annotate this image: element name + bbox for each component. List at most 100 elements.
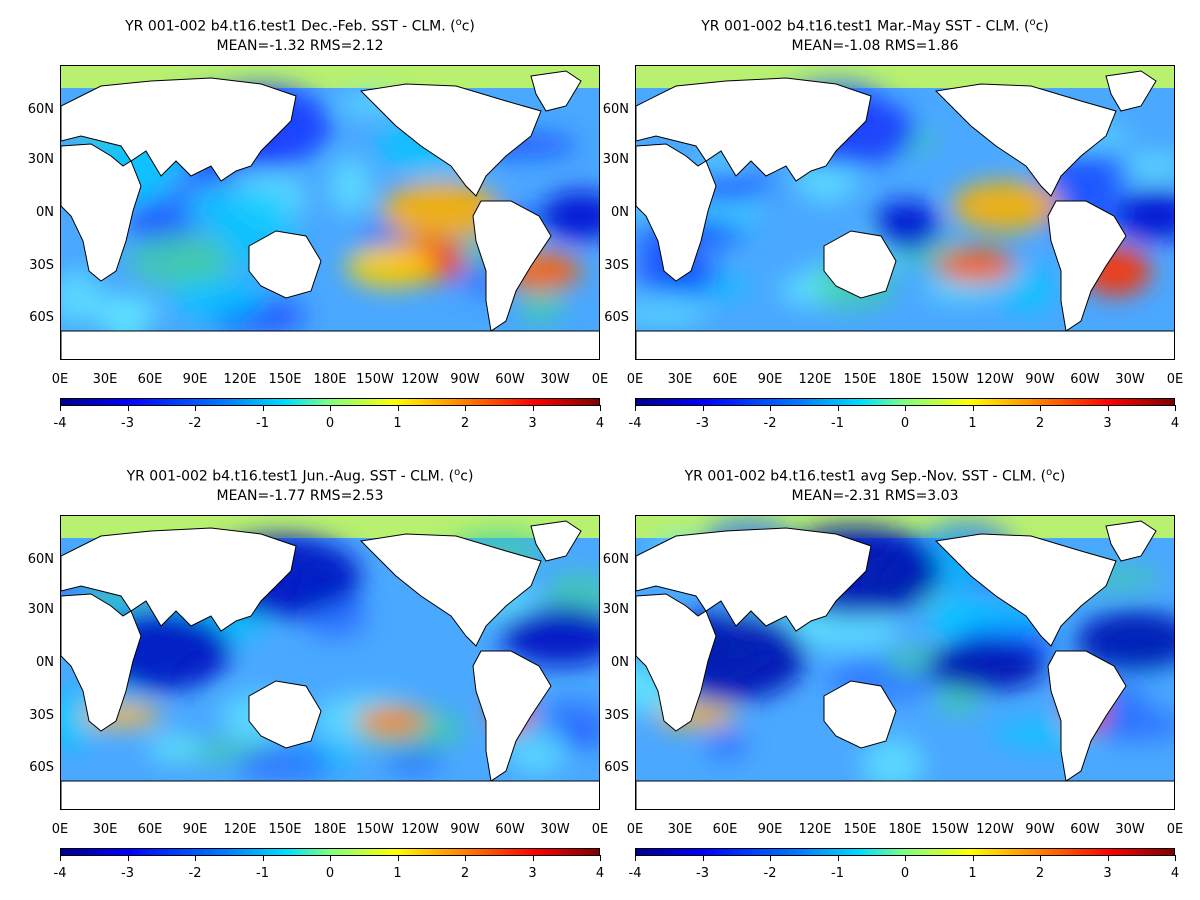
colorbar-label: -3	[696, 866, 709, 881]
continent-landmass	[636, 77, 872, 182]
colorbar-label: -1	[256, 416, 269, 431]
lat-label: 60S	[29, 760, 54, 775]
unit-text: c	[1052, 468, 1060, 485]
continent-landmass	[61, 527, 297, 632]
colorbar-label: -1	[831, 866, 844, 881]
colorbar-label: -2	[188, 866, 202, 881]
sst-field	[61, 516, 599, 809]
lat-label: 30S	[29, 258, 54, 273]
continent-landmass	[1105, 520, 1157, 562]
anomaly-patch	[169, 276, 264, 321]
lat-label: 30N	[602, 152, 629, 167]
continent-landmass	[1047, 200, 1127, 332]
lon-label: 90W	[450, 822, 480, 837]
colorbar-tick	[702, 855, 704, 861]
sst-map	[635, 65, 1175, 360]
lon-label: 0E	[591, 372, 609, 387]
lon-label: 150E	[843, 372, 877, 387]
colorbar-tick	[262, 855, 264, 861]
lon-label: 60W	[495, 372, 525, 387]
title-text: YR 001-002 b4.t16.test1 Dec.-Feb. SST - …	[125, 18, 456, 35]
colorbar-label: 3	[1103, 416, 1112, 431]
colorbar-label: 3	[1103, 866, 1112, 881]
colorbar-tick	[1107, 405, 1109, 411]
continent-landmass	[359, 83, 542, 197]
colorbar-tick	[195, 405, 196, 411]
anomaly-core	[871, 201, 941, 251]
colorbar-label: -4	[53, 866, 67, 881]
anomaly-patch	[636, 304, 709, 324]
colorbar-tick	[1107, 855, 1109, 861]
lat-label: 0N	[611, 205, 629, 220]
lon-label: 90E	[757, 822, 783, 837]
lon-label: 60E	[137, 822, 163, 837]
lat-label: 30S	[29, 708, 54, 723]
lon-label: 60E	[137, 372, 163, 387]
lon-label: 90E	[182, 372, 208, 387]
map-panel-4: YR 001-002 b4.t16.test1 avg Sep.-Nov. SS…	[575, 450, 1184, 900]
anomaly-core	[346, 244, 436, 288]
antarctica-landmass	[636, 330, 1174, 359]
colorbar-tick	[262, 405, 264, 411]
colorbar-label: -2	[188, 416, 202, 431]
colorbar-tick	[195, 855, 196, 861]
unit-superscript: o	[1029, 17, 1036, 28]
unit-text: c	[460, 468, 468, 485]
lon-label: 150W	[356, 822, 394, 837]
anomaly-core	[1116, 191, 1174, 241]
colorbar-label: 4	[1170, 866, 1180, 881]
colorbar-label: 1	[393, 866, 402, 881]
lon-label: 30W	[1115, 822, 1145, 837]
colorbar-tick	[127, 405, 129, 411]
colorbar-tick	[702, 405, 704, 411]
colorbar-tick	[1175, 405, 1176, 411]
colorbar-tick	[465, 405, 466, 411]
lat-label: 30N	[27, 602, 54, 617]
anomaly-core	[936, 248, 1016, 284]
lon-label: 120E	[798, 822, 832, 837]
lon-label: 30W	[540, 822, 570, 837]
anomaly-patch	[61, 270, 105, 325]
lon-label: 0E	[626, 372, 644, 387]
lat-label: 30S	[604, 258, 629, 273]
lon-label: 90W	[450, 372, 480, 387]
lon-label: 150E	[843, 822, 877, 837]
continent-landmass	[636, 527, 872, 632]
colorbar-tick	[397, 405, 399, 411]
colorbar-label: 2	[1035, 416, 1045, 431]
continent-landmass	[61, 77, 297, 182]
continent-landmass	[248, 230, 322, 299]
colorbar-tick	[972, 855, 974, 861]
colorbar-label: -3	[696, 416, 709, 431]
colorbar-tick	[905, 855, 906, 861]
sst-map	[60, 515, 600, 810]
lat-label: 60N	[27, 552, 54, 567]
continent-landmass	[472, 650, 552, 782]
unit-text: c	[1035, 18, 1044, 35]
anomaly-core	[951, 181, 1061, 231]
unit-text: c	[461, 18, 470, 35]
lon-label: 120E	[223, 822, 257, 837]
lon-label: 90E	[182, 822, 208, 837]
colorbar-tick	[770, 405, 771, 411]
lon-label: 120W	[401, 372, 439, 387]
lon-label: 120W	[401, 822, 439, 837]
lon-label: 180E	[888, 372, 922, 387]
colorbar-label: -1	[831, 416, 844, 431]
continent-landmass	[934, 533, 1117, 647]
anomaly-patch	[328, 157, 372, 215]
anomaly-patch	[705, 726, 747, 762]
lat-label: 30S	[604, 708, 629, 723]
lon-label: 150W	[931, 822, 969, 837]
colorbar-tick	[330, 405, 331, 411]
colorbar-label: -1	[256, 866, 269, 881]
map-panel-2: YR 001-002 b4.t16.test1 Mar.-May SST - C…	[575, 0, 1184, 450]
colorbar-tick	[60, 855, 61, 861]
colorbar-tick	[1175, 855, 1176, 861]
colorbar-tick	[397, 855, 399, 861]
lon-label: 120W	[976, 372, 1014, 387]
lat-label: 60S	[29, 310, 54, 325]
title-text: YR 001-002 b4.t16.test1 avg Sep.-Nov. SS…	[684, 468, 1047, 485]
continent-landmass	[636, 143, 717, 282]
continent-landmass	[472, 200, 552, 332]
